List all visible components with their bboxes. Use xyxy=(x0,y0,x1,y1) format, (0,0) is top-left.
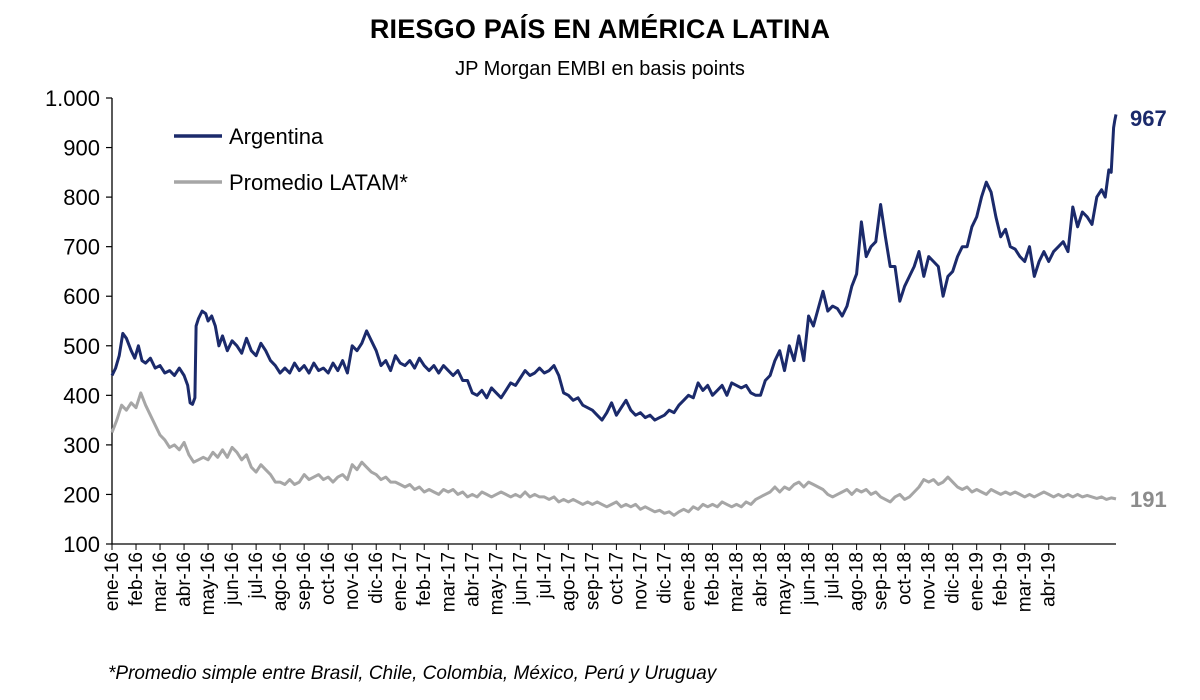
x-tick-label: abr-16 xyxy=(174,552,195,607)
x-tick-label: ene-17 xyxy=(390,552,411,611)
y-tick-label: 600 xyxy=(63,284,100,309)
x-tick-label: dic-16 xyxy=(366,552,387,604)
y-tick-label: 400 xyxy=(63,383,100,408)
chart-series xyxy=(110,114,1118,517)
x-tick-label: may-16 xyxy=(198,552,219,615)
x-tick-label: dic-18 xyxy=(943,552,964,604)
x-tick-label: ago-16 xyxy=(270,552,291,611)
legend-label: Argentina xyxy=(229,124,324,149)
chart-title: RIESGO PAÍS EN AMÉRICA LATINA xyxy=(369,14,831,44)
x-tick-label: mar-18 xyxy=(726,552,747,612)
x-tick-label: feb-16 xyxy=(126,552,147,606)
x-tick-label: abr-19 xyxy=(1039,552,1060,607)
y-tick-label: 800 xyxy=(63,185,100,210)
y-tick-label: 1.000 xyxy=(45,86,100,111)
x-tick-label: jul-17 xyxy=(534,552,555,599)
x-tick-label: ago-17 xyxy=(558,552,579,611)
y-tick-label: 700 xyxy=(63,235,100,260)
series-line-argentina xyxy=(110,114,1118,422)
legend-label: Promedio LATAM* xyxy=(229,170,408,195)
chart-subtitle: JP Morgan EMBI en basis points xyxy=(455,58,745,80)
x-tick-label: may-17 xyxy=(486,552,507,615)
x-tick-label: mar-19 xyxy=(1015,552,1036,612)
x-tick-label: ene-18 xyxy=(678,552,699,611)
x-tick-label: sep-16 xyxy=(294,552,315,610)
x-tick-label: ago-18 xyxy=(847,552,868,611)
x-tick-label: nov-18 xyxy=(919,552,940,610)
y-tick-label: 900 xyxy=(63,136,100,161)
x-tick-label: nov-16 xyxy=(342,552,363,610)
y-tick-label: 500 xyxy=(63,334,100,359)
x-tick-label: jun-17 xyxy=(510,552,531,606)
x-tick-label: jun-16 xyxy=(222,552,243,606)
y-tick-label: 300 xyxy=(63,433,100,458)
x-tick-label: oct-18 xyxy=(895,552,916,605)
end-value-label: 967 xyxy=(1130,106,1167,131)
x-tick-label: jul-16 xyxy=(246,552,267,599)
x-tick-label: jul-18 xyxy=(823,552,844,599)
chart-end-labels: 967 191 xyxy=(1130,106,1167,512)
x-tick-label: ene-19 xyxy=(967,552,988,611)
chart-footnote: *Promedio simple entre Brasil, Chile, Co… xyxy=(108,663,717,684)
x-tick-label: dic-17 xyxy=(654,552,675,604)
x-tick-label: mar-17 xyxy=(438,552,459,612)
x-tick-label: sep-17 xyxy=(582,552,603,610)
x-tick-label: nov-17 xyxy=(630,552,651,610)
x-tick-label: jun-18 xyxy=(799,552,820,606)
y-tick-label: 200 xyxy=(63,482,100,507)
x-tick-label: oct-17 xyxy=(606,552,627,605)
x-tick-label: mar-16 xyxy=(150,552,171,612)
x-tick-label: feb-18 xyxy=(702,552,723,606)
x-tick-label: feb-17 xyxy=(414,552,435,606)
x-tick-label: abr-18 xyxy=(751,552,772,607)
x-tick-label: feb-19 xyxy=(991,552,1012,606)
x-tick-label: abr-17 xyxy=(462,552,483,607)
end-value-label: 191 xyxy=(1130,487,1167,512)
x-tick-label: ene-16 xyxy=(102,552,123,611)
chart-legend: Argentina Promedio LATAM* xyxy=(174,124,408,195)
x-tick-label: sep-18 xyxy=(871,552,892,610)
y-tick-label: 100 xyxy=(63,532,100,557)
x-tick-label: oct-16 xyxy=(318,552,339,605)
x-tick-label: may-18 xyxy=(775,552,796,615)
series-line-promedio-latam xyxy=(110,391,1117,517)
